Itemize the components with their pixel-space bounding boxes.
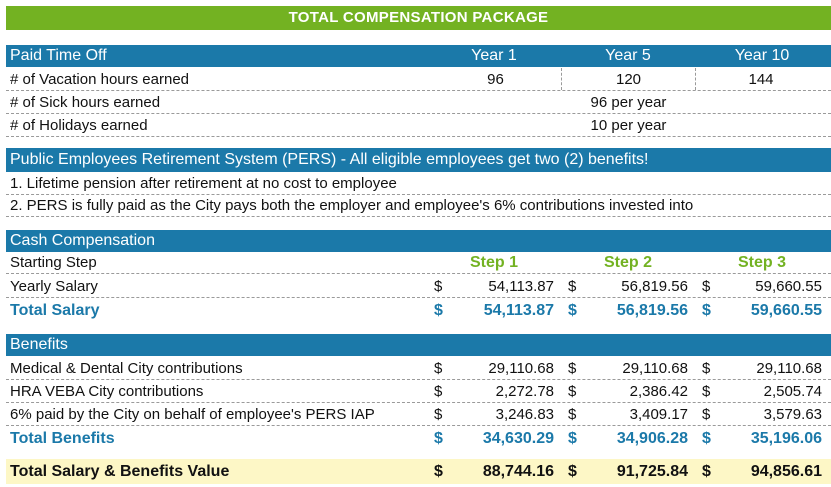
currency-symbol: $ [434,405,443,423]
benefits-header-row: Benefits [6,334,831,356]
cash-header: Cash Compensation [10,232,155,249]
currency-symbol: $ [702,405,711,423]
salary-step-1: 54,113.87 [488,277,554,295]
total-salary-step-1: 54,113.87 [483,302,554,319]
pers-iap-step-3: 3,579.63 [763,405,822,423]
currency-symbol: $ [568,430,577,447]
total-salary-row: Total Salary $ 54,113.87 $ 56,819.56 $ 5… [6,298,831,324]
holidays-row: # of Holidays earned 10 per year [6,114,831,137]
vacation-year-5: 120 [562,68,696,90]
benefits-header: Benefits [10,336,68,353]
pers-item-2: 2. PERS is fully paid as the City pays b… [10,197,694,214]
total-benefits-step-3: 35,196.06 [750,430,822,447]
currency-symbol: $ [702,382,711,400]
pers-item-2-row: 2. PERS is fully paid as the City pays b… [6,195,831,217]
total-benefits-label: Total Benefits [10,430,115,447]
year-5-header: Year 5 [605,47,651,64]
step-3: Step 3 [737,253,786,271]
vacation-row: # of Vacation hours earned 96 120 144 [6,68,831,91]
holidays-value: 10 per year [590,116,667,134]
pers-iap-label: 6% paid by the City on behalf of employe… [10,405,375,423]
currency-symbol: $ [702,302,711,319]
grand-total-step-2: 91,725.84 [616,462,688,480]
cash-header-row: Cash Compensation [6,230,831,252]
currency-symbol: $ [702,359,711,377]
medical-row: Medical & Dental City contributions $ 29… [6,357,831,380]
holidays-label: # of Holidays earned [10,116,148,134]
vacation-label: # of Vacation hours earned [10,70,190,88]
total-salary-step-3: 59,660.55 [750,302,822,319]
currency-symbol: $ [568,302,577,319]
currency-symbol: $ [568,462,577,480]
currency-symbol: $ [434,277,443,295]
step-label: Starting Step [10,254,97,271]
hra-step-2: 2,386.42 [629,382,688,400]
hra-label: HRA VEBA City contributions [10,382,204,400]
pers-header: Public Employees Retirement System (PERS… [10,151,649,168]
grand-total-step-3: 94,856.61 [750,462,822,480]
currency-symbol: $ [434,302,443,319]
currency-symbol: $ [568,359,577,377]
currency-symbol: $ [568,277,577,295]
salary-step-2: 56,819.56 [621,277,688,295]
grand-total-label: Total Salary & Benefits Value [10,462,230,480]
currency-symbol: $ [434,462,443,480]
hra-step-3: 2,505.74 [763,382,822,400]
total-benefits-row: Total Benefits $ 34,630.29 $ 34,906.28 $… [6,426,831,452]
salary-step-3: 59,660.55 [755,277,822,295]
pers-item-1-row: 1. Lifetime pension after retirement at … [6,173,831,195]
pto-header: Paid Time Off [10,47,107,64]
currency-symbol: $ [702,277,711,295]
step-row: Starting Step Step 1 Step 2 Step 3 [6,252,831,274]
year-10-header: Year 10 [734,47,790,64]
pto-header-row: Paid Time Off Year 1 Year 5 Year 10 [6,45,831,67]
currency-symbol: $ [434,430,443,447]
yearly-salary-label: Yearly Salary [10,277,98,295]
total-benefits-step-1: 34,630.29 [482,430,554,447]
medical-step-1: 29,110.68 [488,359,554,377]
hra-row: HRA VEBA City contributions $ 2,272.78 $… [6,380,831,403]
medical-label: Medical & Dental City contributions [10,359,243,377]
grand-total-row: Total Salary & Benefits Value $ 88,744.1… [6,459,831,484]
currency-symbol: $ [434,359,443,377]
sick-label: # of Sick hours earned [10,93,161,111]
currency-symbol: $ [568,382,577,400]
medical-step-3: 29,110.68 [756,359,822,377]
vacation-year-10: 144 [748,70,774,88]
pers-iap-step-2: 3,409.17 [629,405,688,423]
pers-iap-row: 6% paid by the City on behalf of employe… [6,403,831,426]
total-salary-step-2: 56,819.56 [616,302,688,319]
vacation-year-1: 96 [430,68,562,90]
sick-row: # of Sick hours earned 96 per year [6,91,831,114]
pers-iap-step-1: 3,246.83 [495,405,554,423]
page-title: TOTAL COMPENSATION PACKAGE [6,6,831,30]
currency-symbol: $ [702,430,711,447]
hra-step-1: 2,272.78 [495,382,554,400]
yearly-salary-row: Yearly Salary $ 54,113.87 $ 56,819.56 $ … [6,275,831,298]
pers-item-1: 1. Lifetime pension after retirement at … [10,175,397,192]
sick-value: 96 per year [590,93,667,111]
year-1-header: Year 1 [471,47,517,64]
currency-symbol: $ [702,462,711,480]
step-2: Step 2 [603,253,652,271]
total-benefits-step-2: 34,906.28 [616,430,688,447]
total-salary-label: Total Salary [10,302,100,319]
currency-symbol: $ [434,382,443,400]
currency-symbol: $ [568,405,577,423]
grand-total-step-1: 88,744.16 [482,462,554,480]
pers-header-row: Public Employees Retirement System (PERS… [6,148,831,172]
medical-step-2: 29,110.68 [622,359,688,377]
step-1: Step 1 [469,253,518,271]
